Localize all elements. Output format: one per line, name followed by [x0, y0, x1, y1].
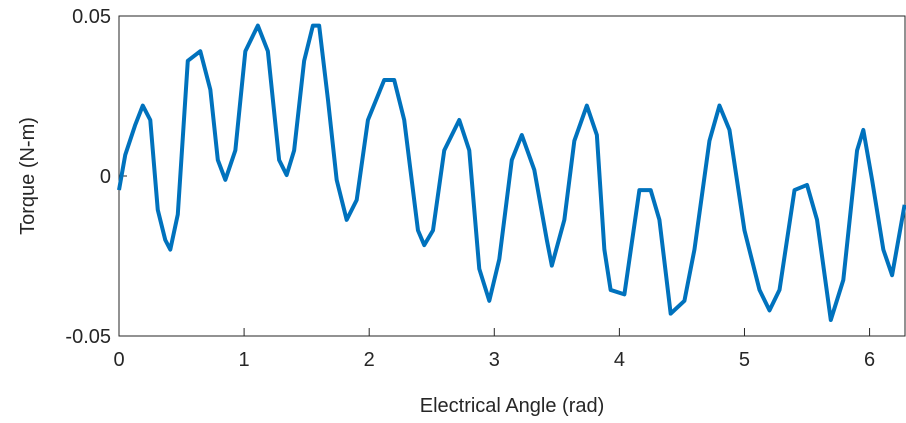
y-tick-label: -0.05 [65, 326, 111, 348]
y-tick-label: 0 [100, 166, 111, 188]
x-tick-label: 2 [364, 349, 375, 371]
x-axis-label: Electrical Angle (rad) [420, 395, 605, 417]
x-tick-label: 4 [614, 349, 625, 371]
plot-box [118, 15, 906, 337]
x-tick-label: 1 [239, 349, 250, 371]
y-axis-label: Torque (N-m) [17, 117, 39, 235]
x-tick-label: 3 [489, 349, 500, 371]
x-tick-label: 5 [739, 349, 750, 371]
x-tick-label: 0 [113, 349, 124, 371]
line [117, 23, 906, 322]
y-tick-label: 0.05 [72, 6, 111, 28]
x-tick-label: 6 [864, 349, 875, 371]
